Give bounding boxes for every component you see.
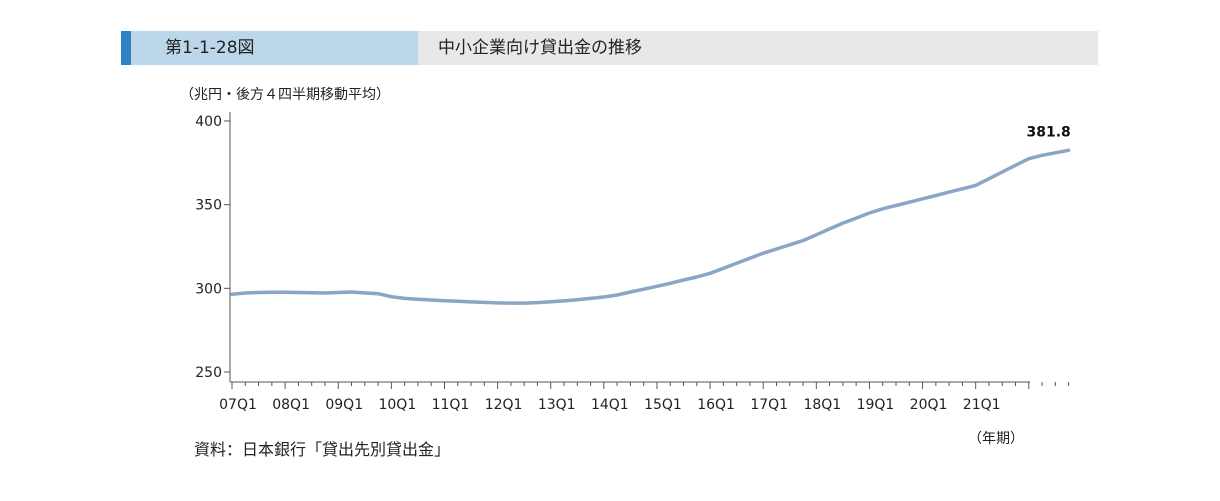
x-tick-label-11Q1: 11Q1 — [432, 397, 470, 413]
x-tick-label-09Q1: 09Q1 — [325, 397, 363, 413]
y-tick-label-350: 350 — [195, 198, 222, 214]
x-tick-label-14Q1: 14Q1 — [591, 397, 629, 413]
x-tick-label-21Q1: 21Q1 — [963, 397, 1001, 413]
x-tick-label-12Q1: 12Q1 — [485, 397, 523, 413]
x-tick-label-17Q1: 17Q1 — [750, 397, 788, 413]
x-tick-label-18Q1: 18Q1 — [803, 397, 841, 413]
header-accent-bar — [121, 31, 131, 65]
x-tick-label-08Q1: 08Q1 — [272, 397, 310, 413]
x-axis-unit-label: （年期） — [968, 431, 1024, 447]
x-tick-label-20Q1: 20Q1 — [910, 397, 948, 413]
figure-header: 第1-1-28図 中小企業向け貸出金の推移 — [121, 31, 1098, 65]
series-line — [230, 148, 1071, 305]
x-tick-label-10Q1: 10Q1 — [378, 397, 416, 413]
y-tick-label-300: 300 — [195, 281, 222, 297]
y-axis-unit-label: （兆円・後方４四半期移動平均） — [180, 87, 390, 103]
x-tick-label-07Q1: 07Q1 — [219, 397, 257, 413]
figure-number-badge: 第1-1-28図 — [131, 31, 418, 65]
x-tick-label-15Q1: 15Q1 — [644, 397, 682, 413]
x-tick-label-13Q1: 13Q1 — [538, 397, 576, 413]
y-tick-label-400: 400 — [195, 114, 222, 130]
figure-title: 中小企業向け貸出金の推移 — [438, 38, 642, 58]
x-tick-label-16Q1: 16Q1 — [697, 397, 735, 413]
last-value-label: 381.8 — [1026, 124, 1070, 140]
x-tick-label-19Q1: 19Q1 — [857, 397, 895, 413]
source-note: 資料：日本銀行「貸出先別貸出金」 — [194, 440, 451, 459]
y-tick-label-250: 250 — [195, 365, 222, 381]
